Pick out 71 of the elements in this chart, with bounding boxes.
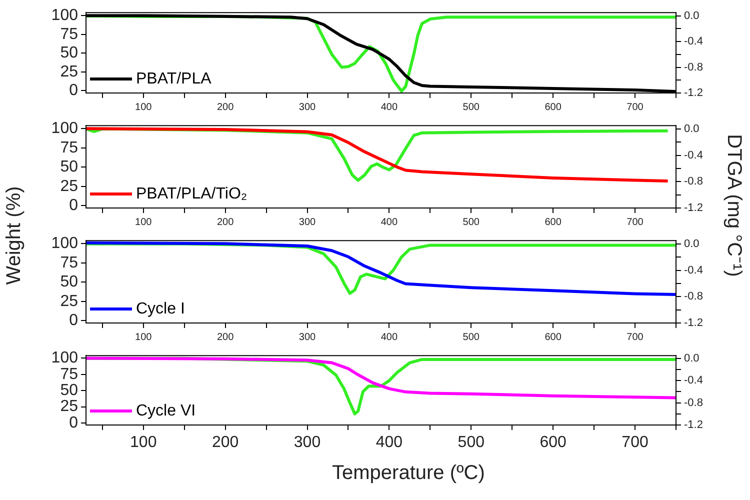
y-tick-label: 25: [60, 63, 78, 80]
x-tick-label: 200: [216, 102, 234, 113]
y2-tick-label: -1.2: [684, 87, 703, 100]
y-tick-label: 75: [60, 254, 78, 272]
x-tick-label: 200: [212, 434, 239, 452]
x-tick-label: 400: [376, 434, 403, 452]
x-tick-label: 100: [135, 216, 152, 228]
y2-tick-label: 0.0: [684, 122, 700, 135]
y-tick-label: 50: [60, 44, 78, 62]
legend-label: Cycle VI: [136, 402, 196, 420]
x-tick-label: 300: [298, 216, 316, 228]
x-tick-label: 500: [462, 332, 480, 343]
y2-tick-label: 0.0: [684, 352, 700, 364]
y-tick-label: 0: [69, 82, 78, 100]
y2-axis-title: DTGA (mg °C⁻¹): [721, 134, 746, 276]
x-tick-label: 100: [130, 434, 157, 452]
x-tick-label: 200: [216, 332, 234, 343]
y-tick-label: 25: [60, 292, 78, 310]
y-tick-label: 50: [60, 382, 78, 400]
x-tick-label: 500: [462, 216, 480, 228]
y2-tick-label: -0.8: [684, 396, 703, 409]
y2-tick-label: -1.2: [684, 202, 703, 214]
y-tick-label: 75: [60, 366, 78, 383]
y2-tick-label: -0.4: [684, 264, 703, 276]
y2-tick-label: -0.8: [684, 61, 703, 74]
x-tick-label: 700: [622, 434, 648, 452]
y-tick-label: 50: [60, 158, 78, 176]
y-tick-label: 25: [60, 398, 78, 416]
x-tick-label: 200: [216, 216, 234, 228]
x-tick-label: 100: [135, 102, 152, 113]
y-tick-label: 0: [69, 197, 78, 214]
x-tick-label: 400: [380, 216, 398, 228]
legend-label: PBAT/PLA: [136, 70, 212, 88]
y-axis-title: Weight (%): [2, 186, 26, 284]
x-tick-label: 600: [544, 216, 562, 228]
y-tick-label: 0: [69, 414, 78, 432]
x-tick-label: 300: [298, 332, 316, 343]
y2-tick-label: -1.2: [684, 419, 703, 432]
y-tick-label: 50: [60, 274, 78, 291]
x-tick-label: 300: [298, 102, 316, 113]
y-tick-label: 100: [51, 235, 78, 252]
x-tick-label: 700: [626, 332, 644, 343]
y-tick-label: 100: [51, 7, 78, 24]
x-axis-title: Temperature (ºC): [331, 462, 485, 485]
y-tick-label: 75: [60, 139, 78, 156]
y-tick-label: 100: [51, 350, 78, 367]
legend-label: Cycle I: [136, 300, 185, 318]
y-tick-label: 0: [69, 312, 78, 330]
x-tick-label: 400: [380, 102, 398, 113]
y2-tick-label: -0.8: [684, 176, 703, 188]
y-tick-label: 75: [60, 26, 78, 43]
x-tick-label: 400: [380, 332, 398, 343]
x-tick-label: 600: [540, 434, 567, 452]
y2-tick-label: -0.4: [684, 149, 703, 162]
x-tick-label: 600: [544, 102, 562, 113]
y2-tick-label: -0.4: [684, 36, 703, 48]
x-tick-label: 500: [458, 434, 485, 452]
legend-label: PBAT/PLA/TiO₂: [136, 185, 248, 202]
x-tick-label: 300: [294, 434, 321, 452]
y-tick-label: 25: [60, 178, 78, 195]
y2-tick-label: 0.0: [684, 238, 700, 250]
x-tick-label: 100: [135, 332, 152, 343]
x-tick-label: 700: [626, 216, 644, 228]
y2-tick-label: -1.2: [684, 317, 703, 330]
x-tick-label: 600: [544, 332, 562, 343]
y2-tick-label: -0.4: [684, 374, 703, 387]
y2-tick-label: 0.0: [684, 10, 700, 22]
x-tick-label: 500: [462, 102, 480, 113]
y-tick-label: 100: [51, 120, 78, 138]
x-tick-label: 700: [626, 102, 644, 113]
y2-tick-label: -0.8: [684, 290, 703, 303]
